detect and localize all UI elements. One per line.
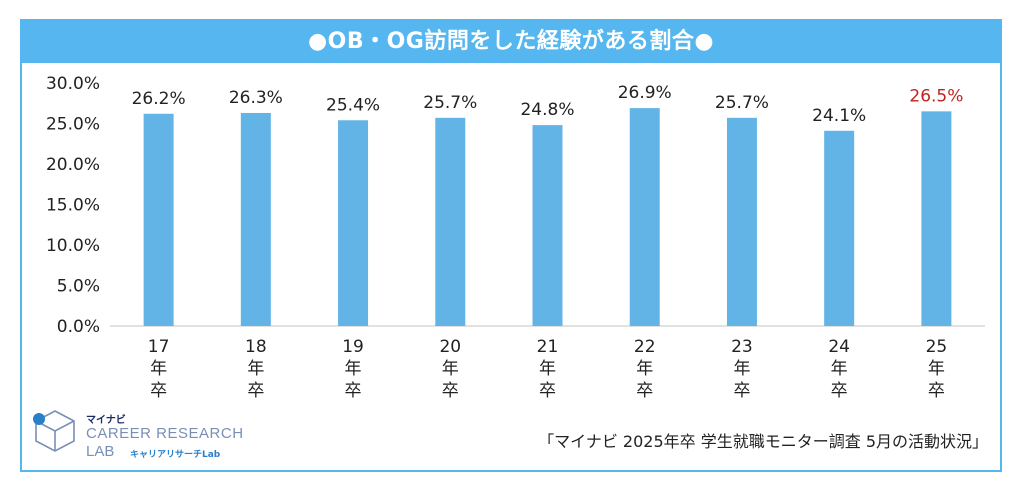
x-tick-label: 卒 [831, 381, 848, 401]
y-tick-label: 20.0% [46, 155, 100, 175]
y-tick-label: 30.0% [46, 74, 100, 94]
x-tick-label: 卒 [539, 381, 556, 401]
bar [726, 117, 757, 326]
source-note: 「マイナビ 2025年卒 学生就職モニター調査 5月の活動状況」 [538, 432, 988, 451]
x-tick-label: 17 [148, 337, 170, 357]
y-tick-label: 25.0% [46, 115, 100, 135]
x-tick-label: 25 [926, 337, 948, 357]
x-tick-label: 22 [634, 337, 656, 357]
x-tick-label: 卒 [733, 381, 750, 401]
x-tick-label: 年 [442, 359, 459, 379]
data-label: 25.4% [326, 95, 380, 115]
bar [338, 120, 369, 326]
x-tick-label: 年 [831, 359, 848, 379]
bar [921, 111, 952, 326]
x-tick-label: 21 [537, 337, 559, 357]
x-tick-label: 年 [928, 359, 945, 379]
x-tick-label: 卒 [636, 381, 653, 401]
y-tick-label: 5.0% [57, 277, 100, 297]
bar [435, 117, 466, 326]
x-tick-label: 卒 [247, 381, 264, 401]
logo: マイナビ CAREER RESEARCH LAB キャリアリサーチLab [30, 405, 260, 460]
bar [143, 113, 174, 326]
y-tick-label: 0.0% [57, 317, 100, 337]
data-label: 25.7% [423, 93, 477, 113]
x-tick-label: 年 [636, 359, 653, 379]
data-label: 24.8% [520, 100, 574, 120]
cube-logo-icon [33, 410, 75, 452]
x-tick-label: 年 [247, 359, 264, 379]
bar [824, 130, 855, 326]
logo-career-research-text: CAREER RESEARCH [86, 425, 244, 442]
x-tick-label: 23 [731, 337, 753, 357]
chart-title: ●OB・OG訪問をした経験がある割合● [22, 21, 1000, 63]
logo-lab-subtitle: キャリアリサーチLab [130, 450, 221, 460]
bar [532, 125, 563, 327]
logo-lab-text: LAB [86, 443, 115, 460]
data-label: 26.9% [618, 83, 672, 103]
y-tick-label: 15.0% [46, 196, 100, 216]
y-tick-label: 10.0% [46, 236, 100, 256]
x-tick-label: 年 [150, 359, 167, 379]
x-tick-label: 卒 [150, 381, 167, 401]
x-tick-label: 18 [245, 337, 267, 357]
x-tick-label: 19 [342, 337, 364, 357]
data-label: 25.7% [715, 93, 769, 113]
x-tick-label: 卒 [928, 381, 945, 401]
x-tick-label: 20 [439, 337, 461, 357]
data-label: 26.3% [229, 88, 283, 108]
x-tick-label: 年 [733, 359, 750, 379]
x-tick-label: 卒 [442, 381, 459, 401]
data-label: 26.2% [132, 89, 186, 109]
x-tick-label: 24 [828, 337, 850, 357]
x-tick-label: 年 [345, 359, 362, 379]
data-label: 26.5% [909, 86, 963, 106]
bar [629, 108, 660, 326]
x-tick-label: 卒 [345, 381, 362, 401]
data-label: 24.1% [812, 106, 866, 126]
logo-mynavi-text: マイナビ [86, 415, 126, 426]
bar [240, 112, 271, 326]
x-tick-label: 年 [539, 359, 556, 379]
